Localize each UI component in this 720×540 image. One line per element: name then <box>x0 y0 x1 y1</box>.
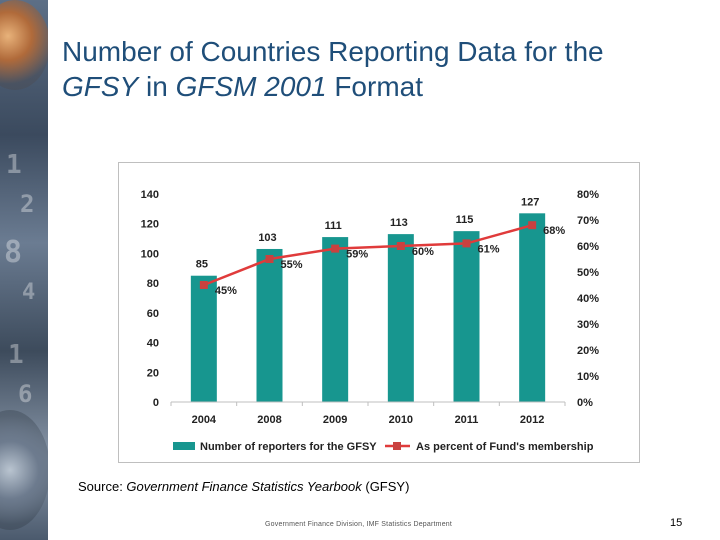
y-tick-label: 40 <box>147 338 159 350</box>
percent-marker <box>397 242 405 250</box>
globe-decoration <box>0 0 48 90</box>
x-tick-label: 2012 <box>520 414 544 426</box>
footer-text: Government Finance Division, IMF Statist… <box>265 521 452 528</box>
slide-title: Number of Countries Reporting Data for t… <box>62 34 702 104</box>
bar-value-label: 115 <box>456 214 474 226</box>
decorative-sidebar: 1 2 8 4 1 6 <box>0 0 48 540</box>
bar <box>257 249 283 402</box>
bar-value-label: 127 <box>521 196 539 208</box>
y-tick-label: 100 <box>141 248 159 260</box>
y2-tick-label: 50% <box>577 267 599 279</box>
x-tick-label: 2010 <box>389 414 413 426</box>
percent-marker <box>528 221 536 229</box>
percent-marker <box>200 281 208 289</box>
y2-tick-label: 10% <box>577 371 599 383</box>
digit-decoration: 1 <box>6 150 22 180</box>
chart: 0 20 40 60 80 100 120 140 0% 10% 20% 30% 40% 50% 60% 70… <box>119 163 639 462</box>
percent-marker <box>463 239 471 247</box>
x-tick-label: 2008 <box>257 414 281 426</box>
percent-value-label: 55% <box>281 259 303 271</box>
y-tick-label: 0 <box>153 397 159 409</box>
digit-decoration: 2 <box>20 190 34 218</box>
clock-decoration <box>0 410 48 530</box>
y2-tick-label: 40% <box>577 293 599 305</box>
chart-frame: 0 20 40 60 80 100 120 140 0% 10% 20% 30% 40% 50% 60% 70… <box>118 162 640 463</box>
percent-value-label: 45% <box>215 285 237 297</box>
bar-value-label: 103 <box>258 232 276 244</box>
legend-bar-swatch <box>173 442 195 450</box>
legend-line-marker <box>393 442 401 450</box>
percent-marker <box>266 255 274 263</box>
source-note: Source: Government Finance Statistics Ye… <box>78 479 409 494</box>
y2-tick-label: 70% <box>577 215 599 227</box>
bar <box>322 237 348 402</box>
y2-tick-label: 80% <box>577 189 599 201</box>
percent-value-label: 61% <box>478 243 500 255</box>
bar-value-label: 85 <box>196 259 208 271</box>
page-number: 15 <box>670 517 682 529</box>
percent-value-label: 60% <box>412 246 434 258</box>
y2-tick-label: 60% <box>577 241 599 253</box>
bar <box>191 276 217 402</box>
bar-value-label: 113 <box>390 217 408 229</box>
y-tick-label: 80 <box>147 278 159 290</box>
percent-value-label: 68% <box>543 225 565 237</box>
x-tick-label: 2004 <box>192 414 217 426</box>
y2-tick-label: 0% <box>577 397 593 409</box>
bar-value-label: 111 <box>325 220 342 232</box>
y-tick-label: 140 <box>141 189 159 201</box>
bar <box>454 231 480 402</box>
bar <box>388 234 414 402</box>
digit-decoration: 4 <box>22 280 35 305</box>
percent-value-label: 59% <box>346 249 368 261</box>
y-tick-label: 120 <box>141 219 159 231</box>
x-tick-label: 2011 <box>455 414 479 426</box>
y2-tick-label: 30% <box>577 319 599 331</box>
digit-decoration: 6 <box>18 380 32 408</box>
digit-decoration: 1 <box>8 340 24 370</box>
bar <box>519 213 545 402</box>
y2-tick-label: 20% <box>577 345 599 357</box>
percent-marker <box>331 245 339 253</box>
legend-line-label: As percent of Fund's membership <box>416 441 594 453</box>
x-tick-label: 2009 <box>323 414 347 426</box>
digit-decoration: 8 <box>4 235 22 270</box>
legend-bar-label: Number of reporters for the GFSY <box>200 441 377 453</box>
y-tick-label: 60 <box>147 308 159 320</box>
y-tick-label: 20 <box>147 367 159 379</box>
